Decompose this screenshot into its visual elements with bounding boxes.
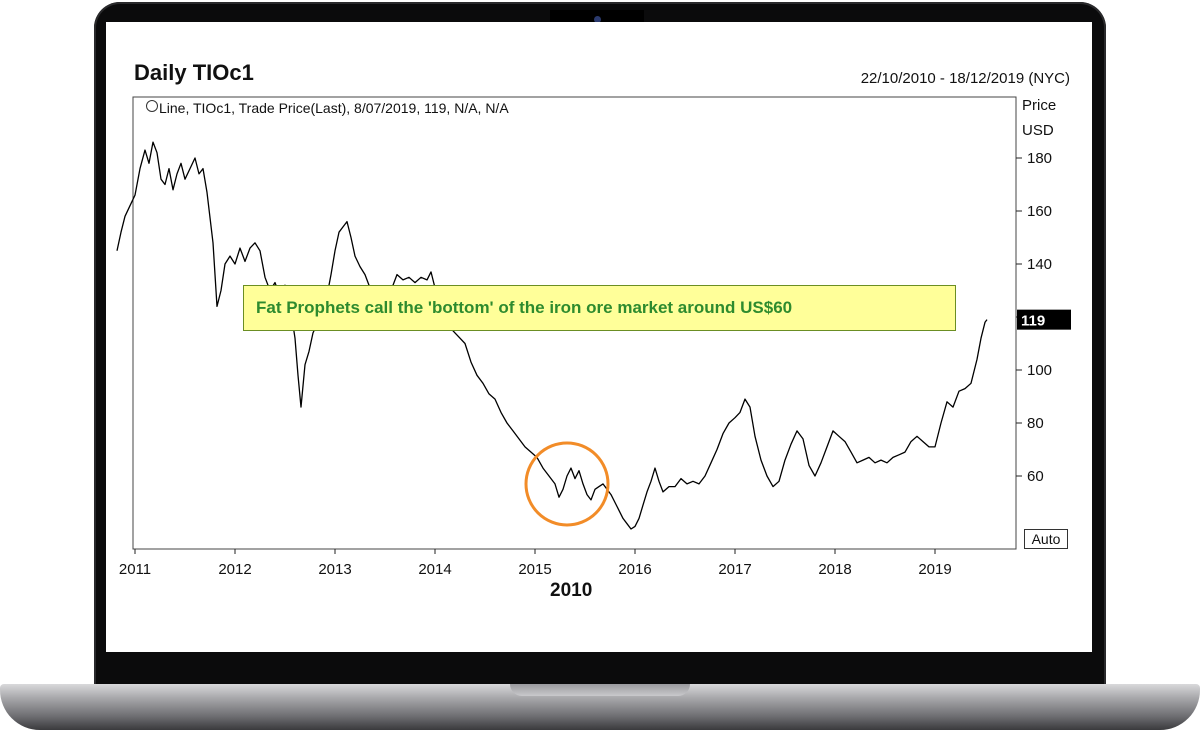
- series-legend: Line, TIOc1, Trade Price(Last), 8/07/201…: [146, 100, 509, 116]
- annotation-callout: Fat Prophets call the 'bottom' of the ir…: [243, 285, 956, 331]
- x-tick-label: 2016: [618, 561, 651, 578]
- x-tick-label: 2013: [318, 561, 351, 578]
- y-axis-unit: USD: [1022, 122, 1054, 139]
- clock-icon: [146, 100, 158, 112]
- last-value-label: 119: [1021, 313, 1045, 330]
- x-tick-label: 2015: [518, 561, 551, 578]
- y-tick-label: 80: [1027, 415, 1044, 432]
- x-tick-label: 2019: [918, 561, 951, 578]
- y-tick-label: 60: [1027, 468, 1044, 485]
- auto-scale-button[interactable]: Auto: [1024, 529, 1068, 549]
- camera-icon: [594, 16, 601, 23]
- plot-area: 6080100120140160180201120122013201420152…: [116, 96, 1071, 578]
- y-tick-label: 160: [1027, 203, 1052, 220]
- x-tick-label: 2014: [418, 561, 451, 578]
- laptop-hinge-notch: [510, 684, 690, 696]
- x-tick-label: 2018: [818, 561, 851, 578]
- last-value-box: [1017, 309, 1071, 330]
- y-axis-label: Price: [1022, 97, 1057, 114]
- laptop-screen: [106, 22, 1092, 652]
- y-tick-label: 140: [1027, 256, 1052, 273]
- price-line: [116, 141, 988, 530]
- plot-frame: [132, 96, 1017, 550]
- date-range: 22/10/2010 - 18/12/2019 (NYC): [860, 70, 1070, 87]
- y-tick-label: 100: [1027, 362, 1052, 379]
- x-tick-label: 2017: [718, 561, 751, 578]
- legend-text: Line, TIOc1, Trade Price(Last), 8/07/201…: [159, 100, 509, 116]
- bottom-highlight-circle: [524, 441, 610, 527]
- chart-title: Daily TIOc1: [134, 60, 254, 85]
- x-tick-label: 2012: [218, 561, 251, 578]
- x-axis-title: 2010: [550, 580, 593, 601]
- y-tick-label: 180: [1027, 150, 1052, 167]
- x-tick-label: 2011: [119, 561, 151, 578]
